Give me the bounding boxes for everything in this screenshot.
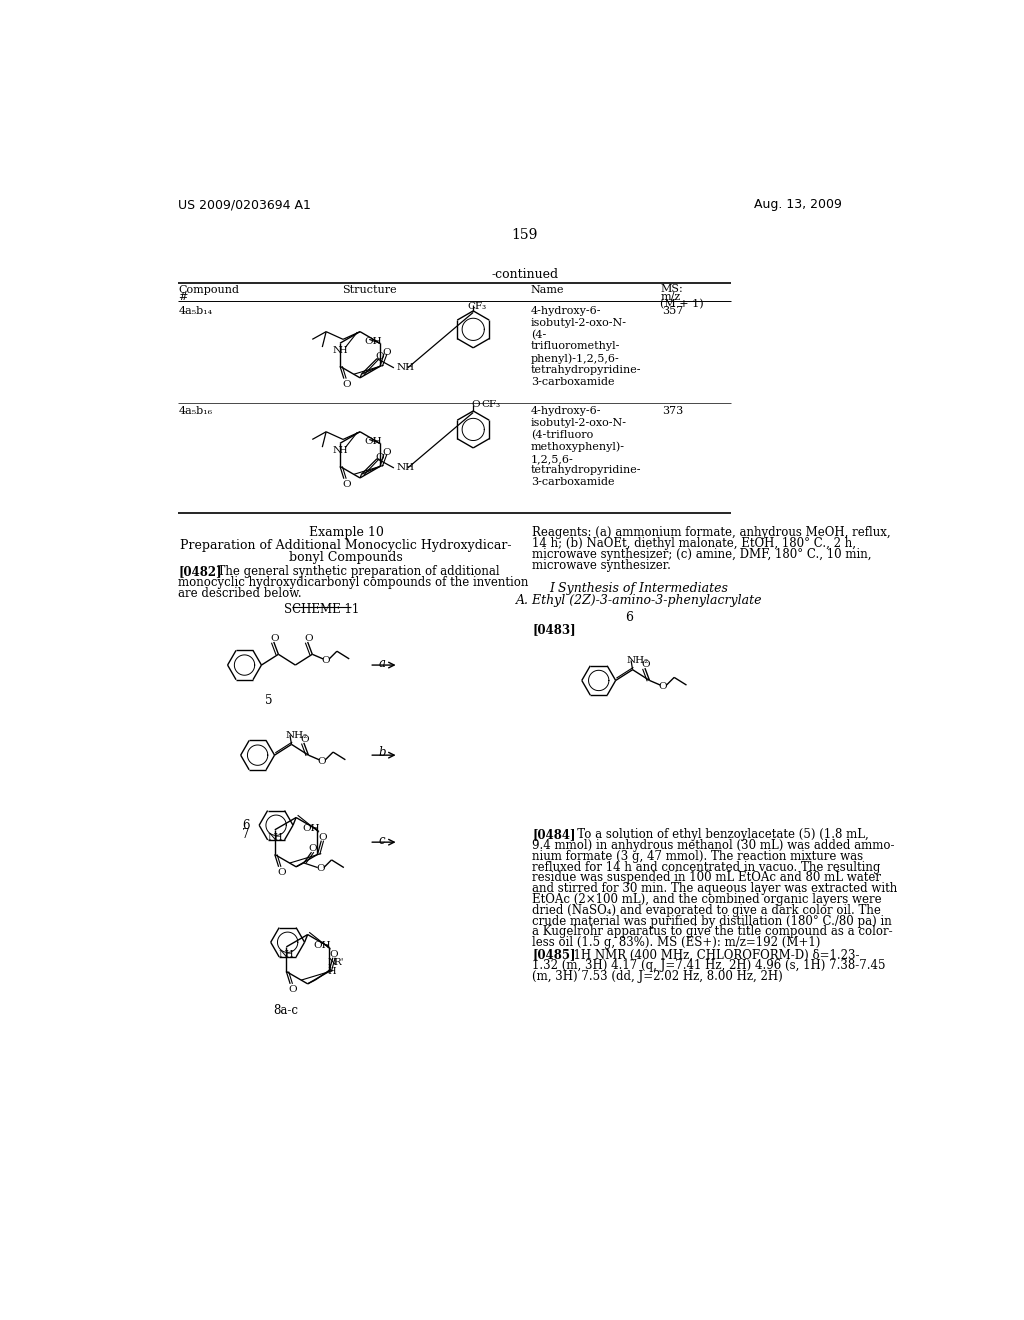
Text: CF₃: CF₃	[481, 400, 500, 409]
Text: CF₃: CF₃	[467, 302, 486, 310]
Text: -continued: -continued	[492, 268, 558, 281]
Text: are described below.: are described below.	[178, 586, 302, 599]
Text: Aug. 13, 2009: Aug. 13, 2009	[755, 198, 842, 211]
Text: O: O	[382, 447, 391, 457]
Text: OH: OH	[365, 337, 382, 346]
Text: O: O	[308, 845, 317, 854]
Text: [0483]: [0483]	[532, 623, 577, 636]
Text: OH: OH	[313, 941, 331, 949]
Text: a Kugelrohr apparatus to give the title compound as a color-: a Kugelrohr apparatus to give the title …	[532, 925, 893, 939]
Text: less oil (1.5 g, 83%). MS (ES+): m/z=192 (M+1): less oil (1.5 g, 83%). MS (ES+): m/z=192…	[532, 936, 821, 949]
Text: #: #	[178, 293, 187, 302]
Text: O: O	[382, 348, 391, 356]
Text: To a solution of ethyl benzoylacetate (5) (1.8 mL,: To a solution of ethyl benzoylacetate (5…	[565, 829, 868, 841]
Text: crude material was purified by distillation (180° C./80 pa) in: crude material was purified by distillat…	[532, 915, 892, 928]
Text: 6: 6	[626, 611, 634, 624]
Text: m/z: m/z	[660, 292, 681, 301]
Text: monocyclic hydroxydicarbonyl compounds of the invention: monocyclic hydroxydicarbonyl compounds o…	[178, 576, 528, 589]
Text: H: H	[273, 833, 282, 842]
Text: NH: NH	[396, 463, 415, 473]
Text: A. Ethyl (2Z)-3-amino-3-phenylacrylate: A. Ethyl (2Z)-3-amino-3-phenylacrylate	[515, 594, 762, 607]
Text: Structure: Structure	[342, 285, 396, 294]
Text: O: O	[270, 635, 280, 643]
Text: H: H	[285, 950, 294, 958]
Text: Reagents: (a) ammonium formate, anhydrous MeOH, reflux,: Reagents: (a) ammonium formate, anhydrou…	[532, 527, 891, 540]
Text: NH₂: NH₂	[627, 656, 648, 665]
Text: 7: 7	[243, 829, 250, 841]
Text: N: N	[267, 833, 276, 842]
Text: NH₂: NH₂	[286, 730, 307, 739]
Text: 159: 159	[512, 227, 538, 242]
Text: 373: 373	[662, 407, 683, 416]
Text: N: N	[279, 950, 288, 958]
Text: [0485]: [0485]	[532, 948, 575, 961]
Text: O: O	[317, 756, 327, 766]
Text: O: O	[301, 735, 309, 744]
Text: OH: OH	[365, 437, 382, 446]
Text: residue was suspended in 100 mL EtOAc and 80 mL water: residue was suspended in 100 mL EtOAc an…	[532, 871, 882, 884]
Text: The general synthetic preparation of additional: The general synthetic preparation of add…	[210, 565, 500, 578]
Text: O: O	[278, 869, 286, 878]
Text: 1H NMR (400 MHz, CHLOROFORM-D) δ=1.23-: 1H NMR (400 MHz, CHLOROFORM-D) δ=1.23-	[565, 948, 859, 961]
Text: Name: Name	[531, 285, 564, 294]
Text: microwave synthesizer.: microwave synthesizer.	[532, 558, 672, 572]
Text: O: O	[330, 950, 338, 958]
Text: O: O	[342, 480, 351, 490]
Text: refluxed for 14 h and concentrated in vacuo. The resulting: refluxed for 14 h and concentrated in va…	[532, 861, 881, 874]
Text: N: N	[333, 446, 341, 455]
Text: bonyl Compounds: bonyl Compounds	[290, 552, 403, 564]
Text: 4-hydroxy-6-
isobutyl-2-oxo-N-
(4-trifluoro
methoxyphenyl)-
1,2,5,6-
tetrahydrop: 4-hydroxy-6- isobutyl-2-oxo-N- (4-triflu…	[531, 407, 641, 487]
Text: dried (NaSO₄) and evaporated to give a dark color oil. The: dried (NaSO₄) and evaporated to give a d…	[532, 904, 882, 917]
Text: NH: NH	[396, 363, 415, 372]
Text: and stirred for 30 min. The aqueous layer was extracted with: and stirred for 30 min. The aqueous laye…	[532, 882, 898, 895]
Text: N: N	[333, 346, 341, 355]
Text: c: c	[379, 834, 385, 846]
Text: O: O	[322, 656, 330, 665]
Text: I Synthesis of Intermediates: I Synthesis of Intermediates	[549, 582, 728, 595]
Text: 5: 5	[265, 694, 272, 708]
Text: O: O	[342, 380, 351, 389]
Text: 6: 6	[243, 818, 250, 832]
Text: (M + 1): (M + 1)	[660, 300, 703, 310]
Text: 4-hydroxy-6-
isobutyl-2-oxo-N-
(4-
trifluoromethyl-
phenyl)-1,2,5,6-
tetrahydrop: 4-hydroxy-6- isobutyl-2-oxo-N- (4- trifl…	[531, 306, 641, 387]
Text: Compound: Compound	[178, 285, 240, 294]
Text: Preparation of Additional Monocyclic Hydroxydicar-: Preparation of Additional Monocyclic Hyd…	[180, 539, 512, 552]
Text: a: a	[379, 657, 385, 671]
Text: MS:: MS:	[660, 284, 683, 294]
Text: R': R'	[334, 958, 344, 968]
Text: O: O	[316, 865, 325, 874]
Text: b: b	[379, 746, 386, 759]
Text: O: O	[318, 833, 327, 842]
Text: 9.4 mmol) in anhydrous methanol (30 mL) was added ammo-: 9.4 mmol) in anhydrous methanol (30 mL) …	[532, 840, 895, 853]
Text: H: H	[327, 966, 336, 975]
Text: OH: OH	[302, 824, 319, 833]
Text: O: O	[376, 453, 384, 462]
Text: O: O	[289, 985, 297, 994]
Text: O: O	[658, 682, 668, 690]
Text: 1.32 (m, 3H) 4.17 (q, J=7.41 Hz, 2H) 4.96 (s, 1H) 7.38-7.45: 1.32 (m, 3H) 4.17 (q, J=7.41 Hz, 2H) 4.9…	[532, 960, 886, 973]
Text: Example 10: Example 10	[308, 527, 384, 540]
Text: [0482]: [0482]	[178, 565, 222, 578]
Text: O: O	[304, 635, 313, 643]
Text: 14 h; (b) NaOEt, diethyl malonate, EtOH, 180° C., 2 h,: 14 h; (b) NaOEt, diethyl malonate, EtOH,…	[532, 537, 856, 550]
Text: SCHEME 11: SCHEME 11	[284, 603, 359, 616]
Text: N: N	[328, 958, 337, 968]
Text: [0484]: [0484]	[532, 829, 575, 841]
Text: 4a₅b₁₄: 4a₅b₁₄	[178, 306, 212, 317]
Text: 357: 357	[662, 306, 683, 317]
Text: O: O	[642, 660, 650, 669]
Text: O: O	[376, 352, 384, 362]
Text: microwave synthesizer; (c) amine, DMF, 180° C., 10 min,: microwave synthesizer; (c) amine, DMF, 1…	[532, 548, 872, 561]
Text: (m, 3H) 7.53 (dd, J=2.02 Hz, 8.00 Hz, 2H): (m, 3H) 7.53 (dd, J=2.02 Hz, 8.00 Hz, 2H…	[532, 970, 783, 983]
Text: 4a₅b₁₆: 4a₅b₁₆	[178, 407, 212, 416]
Text: O: O	[471, 400, 479, 409]
Text: nium formate (3 g, 47 mmol). The reaction mixture was: nium formate (3 g, 47 mmol). The reactio…	[532, 850, 863, 863]
Text: H: H	[339, 346, 347, 355]
Text: US 2009/0203694 A1: US 2009/0203694 A1	[178, 198, 311, 211]
Text: H: H	[339, 446, 347, 455]
Text: EtOAc (2×100 mL), and the combined organic layers were: EtOAc (2×100 mL), and the combined organ…	[532, 892, 882, 906]
Text: 8a-c: 8a-c	[273, 1003, 298, 1016]
